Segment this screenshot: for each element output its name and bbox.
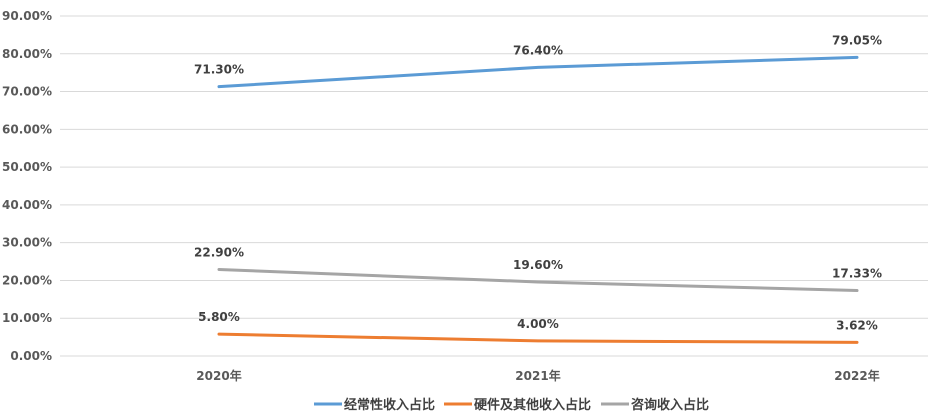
data-label: 76.40% <box>513 43 563 57</box>
data-labels: 71.30% 76.40% 79.05% 5.80% 4.00% 3.62% 22.90% 1… <box>194 33 882 332</box>
y-tick-label: 50.00% <box>2 160 52 174</box>
legend-entry: 硬件及其他收入占比 <box>474 397 591 413</box>
y-tick-label: 30.00% <box>2 236 52 250</box>
y-tick-label: 90.00% <box>2 9 52 23</box>
legend-entry: 咨询收入占比 <box>631 397 709 413</box>
y-axis-ticks: 0.00% 10.00% 20.00% 30.00% 40.00% 50.00% 60.00… <box>2 9 52 363</box>
data-label: 79.05% <box>832 33 882 47</box>
series-lines <box>217 55 859 344</box>
data-label: 19.60% <box>513 258 563 272</box>
x-tick-label: 2021年 <box>515 368 560 383</box>
data-label: 71.30% <box>194 63 244 77</box>
x-tick-label: 2020年 <box>196 368 241 383</box>
data-label: 5.80% <box>198 310 240 324</box>
legend: 经常性收入占比 硬件及其他收入占比 咨询收入占比 <box>314 397 709 413</box>
y-tick-label: 0.00% <box>10 349 52 363</box>
data-label: 22.90% <box>194 245 244 259</box>
x-tick-label: 2022年 <box>834 368 879 383</box>
gridlines <box>60 15 928 357</box>
series-line <box>217 332 859 344</box>
y-tick-label: 80.00% <box>2 47 52 61</box>
x-axis-ticks: 2020年 2021年 2022年 <box>196 368 879 383</box>
series-line <box>217 55 859 89</box>
data-label: 17.33% <box>832 267 882 281</box>
data-label: 3.62% <box>836 318 878 332</box>
y-tick-label: 10.00% <box>2 311 52 325</box>
legend-entry: 经常性收入占比 <box>344 397 435 413</box>
y-tick-label: 70.00% <box>2 85 52 99</box>
y-tick-label: 40.00% <box>2 198 52 212</box>
y-tick-label: 20.00% <box>2 273 52 287</box>
data-label: 4.00% <box>517 317 559 331</box>
y-tick-label: 60.00% <box>2 122 52 136</box>
